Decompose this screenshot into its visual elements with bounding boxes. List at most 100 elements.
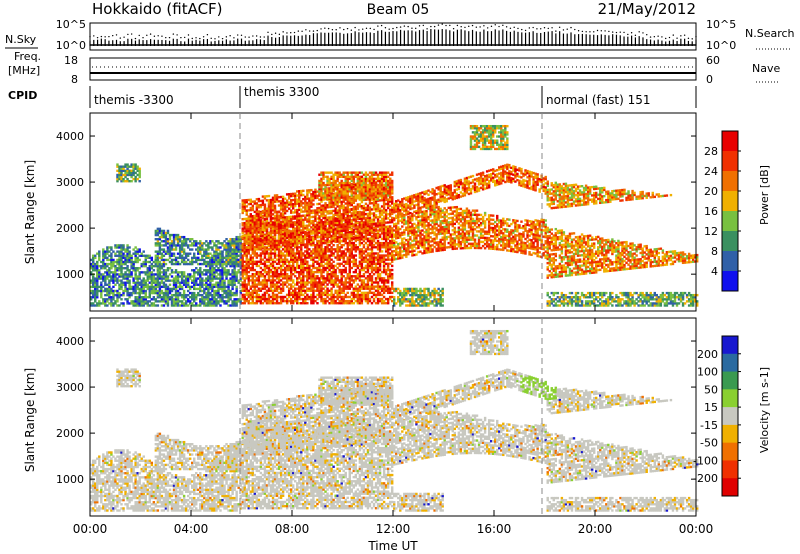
power-cell-78 — [98, 300, 100, 302]
power-cell-1620 — [229, 296, 231, 298]
power-cell-1082 — [183, 236, 185, 238]
power-cell-904 — [169, 257, 171, 259]
power-cell-681 — [151, 257, 153, 259]
power-cell-896 — [169, 292, 171, 294]
cpid-segment-1: themis 3300 — [244, 85, 319, 99]
power-cell-957 — [173, 240, 175, 242]
power-cell-1133 — [189, 253, 191, 255]
cpid-segment-0: themis -3300 — [94, 93, 174, 107]
power-cell-1222 — [199, 288, 201, 290]
power-cell-1529 — [221, 255, 223, 257]
power-cell-1958 — [248, 283, 250, 285]
power-cell-358 — [122, 168, 124, 170]
power-cell-352 — [122, 246, 124, 248]
power-cell-746 — [157, 259, 159, 261]
power-cell-755 — [157, 234, 159, 236]
power-cell-319 — [120, 259, 122, 261]
power-cell-2061 — [252, 267, 254, 269]
power-cell-1257 — [201, 257, 203, 259]
power-cell-2062 — [252, 265, 254, 267]
beam-title: Beam 05 — [367, 2, 430, 18]
power-cell-233 — [114, 284, 116, 286]
power-cell-753 — [157, 240, 159, 242]
power-cell-805 — [161, 257, 163, 259]
power-cell-84 — [98, 271, 100, 273]
power-cell-1723 — [235, 294, 237, 296]
power-cell-748 — [157, 255, 159, 257]
power-cell-1757 — [237, 269, 239, 271]
power-cell-1307 — [205, 240, 207, 242]
power-cell-1172 — [193, 269, 195, 271]
freq-left-tick-top: 18 — [64, 54, 78, 67]
power-cell-1965 — [248, 265, 250, 267]
power-cell-1198 — [195, 240, 197, 242]
power-cell-225 — [112, 263, 114, 265]
power-cell-1727 — [235, 286, 237, 288]
power-cell-1389 — [211, 240, 213, 242]
station-title: Hokkaido (fitACF) — [92, 0, 223, 18]
power-cell-353 — [122, 244, 124, 246]
power-cell-1697 — [233, 269, 235, 271]
power-cell-1698 — [233, 267, 235, 269]
power-cell-1372 — [211, 279, 213, 281]
power-cell-1063 — [183, 292, 185, 294]
power-cell-1016 — [179, 292, 181, 294]
power-cell-434 — [128, 253, 130, 255]
cpid-label: CPID — [8, 89, 37, 102]
power-cell-89 — [98, 255, 100, 257]
power-cell-236 — [114, 275, 116, 277]
power-cell-1100 — [185, 242, 187, 244]
power-cell-179 — [108, 273, 110, 275]
power-cell-316 — [120, 265, 122, 267]
power-cell-892 — [167, 232, 169, 234]
power-cell-1119 — [187, 246, 189, 248]
power-cell-1720 — [235, 302, 237, 304]
power-cell-893 — [167, 230, 169, 232]
power-cell-1690 — [233, 284, 235, 286]
power-cell-1019 — [179, 284, 181, 286]
power-cell-794 — [161, 290, 163, 292]
power-cell-558 — [138, 275, 140, 277]
date-title: 21/May/2012 — [598, 0, 696, 18]
power-cell-1070 — [183, 271, 185, 273]
power-cell-700 — [155, 298, 157, 300]
power-cell-537 — [136, 257, 138, 259]
freq-label-line2: [MHz] — [8, 64, 40, 77]
power-cell-807 — [161, 253, 163, 255]
power-cell-212 — [112, 298, 114, 300]
power-cell-1123 — [189, 300, 191, 302]
power-cell-1095 — [185, 261, 187, 263]
power-cell-570 — [138, 170, 140, 172]
power-cell-1731 — [235, 273, 237, 275]
power-cell-1546 — [223, 267, 225, 269]
power-cell-969 — [175, 288, 177, 290]
power-cell-776 — [159, 261, 161, 263]
power-cell-1111 — [187, 279, 189, 281]
power-cell-530 — [136, 279, 138, 281]
power-cell-902 — [169, 267, 171, 269]
power-cell-1169 — [193, 275, 195, 277]
power-cell-869 — [167, 304, 169, 306]
power-cell-1162 — [193, 292, 195, 294]
power-cell-408 — [126, 244, 128, 246]
power-cell-74 — [96, 261, 98, 263]
power-cell-213 — [112, 296, 114, 298]
power-cell-569 — [138, 172, 140, 174]
power-cell-1265 — [203, 300, 205, 302]
power-cell-88 — [98, 257, 100, 259]
power-cell-1036 — [181, 300, 183, 302]
power-cell-249 — [116, 298, 118, 300]
power-cell-624 — [145, 259, 147, 261]
power-cell-735 — [157, 279, 159, 281]
power-cell-589 — [143, 304, 145, 306]
power-cell-1540 — [223, 284, 225, 286]
freq-right-tick-bottom: 0 — [706, 73, 713, 86]
power-cell-1084 — [185, 302, 187, 304]
power-cell-1241 — [199, 240, 201, 242]
power-cell-1304 — [205, 250, 207, 252]
power-cell-2102 — [254, 288, 256, 290]
power-cell-483 — [132, 174, 134, 176]
power-cell-1601 — [227, 269, 229, 271]
power-cell-371 — [124, 263, 126, 265]
power-cell-1472 — [217, 248, 219, 250]
